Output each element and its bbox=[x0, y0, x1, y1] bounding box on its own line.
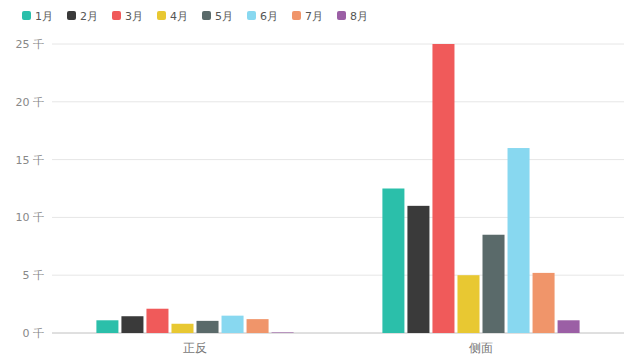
grid-line bbox=[52, 159, 624, 160]
legend-swatch bbox=[112, 11, 121, 20]
legend-swatch bbox=[247, 11, 256, 20]
bar bbox=[558, 320, 580, 333]
grid-line bbox=[52, 101, 624, 102]
chart: 0 千 5 千 10 千 15 千 20 千 25 千正反 侧面 1月 2月 3月 4月 5月 6月 7月… bbox=[0, 0, 640, 363]
legend-swatch bbox=[157, 11, 166, 20]
x-tick-label: 侧面 bbox=[469, 341, 493, 355]
y-tick-label: 5 千 bbox=[23, 269, 45, 282]
legend-label: 3月 bbox=[125, 10, 143, 23]
bar bbox=[272, 332, 294, 333]
y-tick-label: 0 千 bbox=[23, 327, 45, 340]
legend-swatch bbox=[337, 11, 346, 20]
legend-label: 2月 bbox=[80, 10, 98, 23]
bar bbox=[222, 316, 244, 333]
legend-item: 4月 bbox=[157, 10, 188, 23]
grid-line bbox=[52, 217, 624, 218]
legend-label: 4月 bbox=[170, 10, 188, 23]
bar bbox=[96, 320, 118, 333]
legend-swatch bbox=[292, 11, 301, 20]
bar bbox=[407, 206, 429, 333]
bar bbox=[146, 309, 168, 333]
bar bbox=[197, 321, 219, 333]
legend-item: 6月 bbox=[247, 10, 278, 23]
legend-swatch bbox=[22, 11, 31, 20]
legend-item: 3月 bbox=[112, 10, 143, 23]
bar bbox=[457, 275, 479, 333]
legend-item: 1月 bbox=[22, 10, 53, 23]
bar bbox=[171, 324, 193, 333]
y-tick-label: 10 千 bbox=[16, 211, 45, 224]
bar bbox=[121, 316, 143, 333]
legend-item: 8月 bbox=[337, 10, 368, 23]
bars bbox=[96, 44, 579, 333]
legend-swatch bbox=[67, 11, 76, 20]
y-tick-label: 20 千 bbox=[16, 96, 45, 109]
bar bbox=[508, 148, 530, 333]
bar bbox=[247, 319, 269, 333]
legend-item: 2月 bbox=[67, 10, 98, 23]
bar bbox=[432, 44, 454, 333]
grid bbox=[52, 44, 624, 333]
x-tick-label: 正反 bbox=[183, 341, 207, 355]
legend-label: 7月 bbox=[305, 10, 323, 23]
y-tick-label: 25 千 bbox=[16, 38, 45, 51]
legend-label: 5月 bbox=[215, 10, 233, 23]
legend-item: 7月 bbox=[292, 10, 323, 23]
legend-label: 6月 bbox=[260, 10, 278, 23]
bar bbox=[483, 235, 505, 333]
bar bbox=[382, 189, 404, 334]
legend-swatch bbox=[202, 11, 211, 20]
bar bbox=[533, 273, 555, 333]
y-tick-label: 15 千 bbox=[16, 154, 45, 167]
legend-label: 8月 bbox=[350, 10, 368, 23]
legend-label: 1月 bbox=[35, 10, 53, 23]
legend: 1月 2月 3月 4月 5月 6月 7月 8月 bbox=[22, 10, 368, 23]
grid-line bbox=[52, 44, 624, 45]
legend-item: 5月 bbox=[202, 10, 233, 23]
